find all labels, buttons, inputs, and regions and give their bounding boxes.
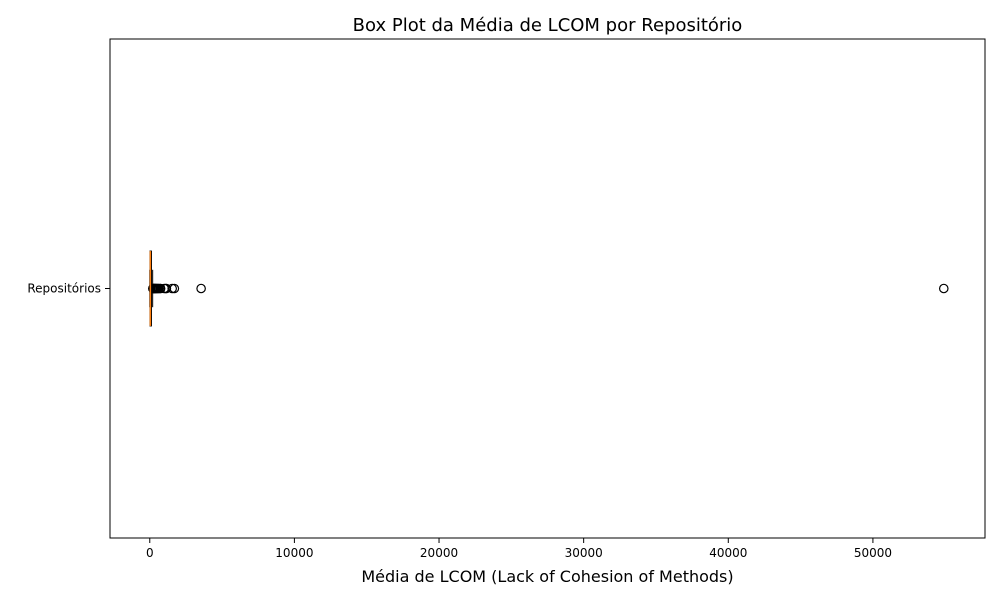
plot-area — [109, 38, 986, 539]
outlier-point — [938, 283, 949, 294]
x-tick-label: 40000 — [709, 546, 747, 560]
outlier-point — [169, 283, 180, 294]
x-tick-label: 30000 — [565, 546, 603, 560]
box-group — [148, 250, 949, 327]
x-tick-label: 20000 — [420, 546, 458, 560]
outlier-point — [196, 283, 206, 294]
x-tick-label: 0 — [146, 546, 154, 560]
x-axis-label: Média de LCOM (Lack of Cohesion of Metho… — [361, 567, 733, 586]
y-axis: Repositórios — [27, 282, 110, 296]
y-tick-label: Repositórios — [27, 282, 101, 296]
chart-title: Box Plot da Média de LCOM por Repositóri… — [353, 15, 743, 36]
outlier-point — [155, 283, 166, 294]
x-axis: 0 10000 20000 30000 40000 50000 — [146, 538, 892, 560]
x-tick-label: 10000 — [275, 546, 313, 560]
x-tick-label: 50000 — [854, 546, 892, 560]
